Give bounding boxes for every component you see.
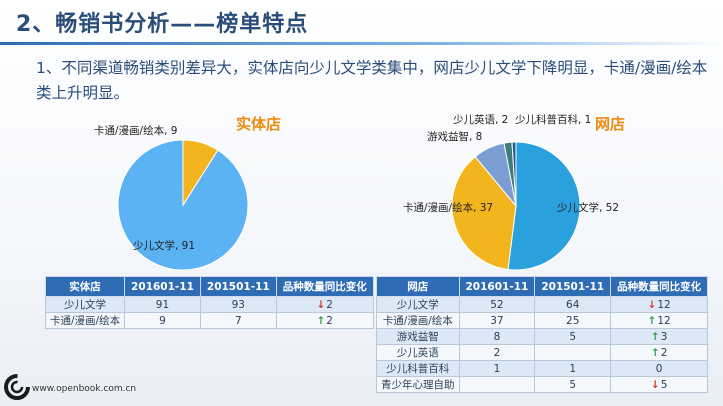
table-cell-v2015: 64 [534,296,612,313]
online-pie-svg [451,141,581,271]
col-header: 品种数量同比变化 [275,276,374,297]
footer-url: www.openbook.com.cn [32,384,137,394]
arrow-down-icon: ↓ [650,378,660,391]
table-row: 青少年心理自助 5 ↓5 [376,376,709,393]
change-value: 2 [326,314,333,327]
store-chart-title: 实体店 [236,115,282,133]
arrow-up-icon: ↑ [316,314,326,327]
table-cell-v2015: 1 [534,360,612,377]
slide-subtitle: 1、不同渠道畅销类别差异大，实体店向少儿文学类集中，网店少儿文学下降明显，卡通/… [36,59,708,102]
store-pie-chart [117,139,249,271]
table-cell-v2015: 5 [534,376,612,393]
col-header: 201601-11 [458,276,536,297]
online-slice-label-children-lit: 少儿文学, 52 [557,202,620,214]
table-cell-v2015: 7 [199,312,277,329]
title-divider [0,42,723,45]
col-header: 网店 [376,276,460,297]
table-cell-v2016: 8 [458,328,536,345]
table-row: 卡通/漫画/绘本 9 7 ↑2 [44,312,374,329]
change-value: 12 [657,298,671,311]
online-table-header: 网店 201601-11 201501-11 品种数量同比变化 [376,276,709,297]
store-slice-label-cartoon: 卡通/漫画/绘本, 9 [94,125,178,137]
table-cell-v2016: 91 [124,296,201,313]
table-cell-v2016: 2 [458,344,536,361]
arrow-down-icon: ↓ [316,298,326,311]
arrow-down-icon: ↓ [647,298,657,311]
store-pie-svg [117,139,249,271]
table-cell-name: 少儿科普百科 [376,360,460,377]
table-row: 少儿科普百科 1 1 0 [376,360,709,377]
table-row: 游戏益智 8 5 ↑3 [376,328,709,345]
online-pie-chart [451,141,581,271]
online-pie-slice-1 [451,155,517,271]
change-value: 2 [326,298,333,311]
online-slice-label-english: 少儿英语, 2 [453,114,509,126]
col-header: 201501-11 [199,276,277,297]
table-cell-v2015: 93 [199,296,277,313]
table-cell-v2016 [458,376,536,393]
table-row: 少儿文学 52 64 ↓12 [376,296,709,313]
table-cell-v2016: 1 [458,360,536,377]
table-cell-v2016: 9 [124,312,201,329]
table-cell-name: 青少年心理自助 [376,376,460,393]
arrow-up-icon: ↑ [647,314,657,327]
col-header: 201601-11 [124,276,201,297]
table-cell-name: 卡通/漫画/绘本 [376,312,460,329]
table-cell-name: 少儿文学 [376,296,460,313]
table-cell-name: 少儿英语 [376,344,460,361]
table-cell-v2015: 5 [534,328,612,345]
table-cell-change: ↓12 [610,296,709,313]
online-pie-slice-0 [507,141,581,271]
arrow-up-icon: ↑ [650,346,660,359]
store-table-header: 实体店 201601-11 201501-11 品种数量同比变化 [44,276,374,297]
arrow-up-icon: ↑ [650,330,660,343]
table-row: 少儿英语 2 ↑2 [376,344,709,361]
table-cell-name: 游戏益智 [376,328,460,345]
table-cell-change: ↑12 [610,312,709,329]
table-cell-v2016: 52 [458,296,536,313]
change-value: 3 [660,330,668,343]
change-value: 0 [655,362,663,375]
col-header: 实体店 [44,276,126,297]
table-row: 少儿文学 91 93 ↓2 [44,296,374,313]
change-value: 12 [657,314,671,327]
slide-title: 2、畅销书分析——榜单特点 [16,12,309,37]
openbook-logo [4,374,30,400]
col-header: 品种数量同比变化 [610,276,709,297]
table-row: 卡通/漫画/绘本 37 25 ↑12 [376,312,709,329]
table-cell-v2016: 37 [458,312,536,329]
online-chart-title: 网店 [595,115,626,133]
online-slice-label-science: 少儿科普百科, 1 [515,114,592,126]
table-cell-change: ↓2 [275,296,374,313]
table-cell-v2015 [534,344,612,361]
online-pie-slice-4 [511,141,517,207]
table-cell-name: 卡通/漫画/绘本 [44,312,126,329]
table-cell-change: ↑3 [610,328,709,345]
store-slice-label-children-lit: 少儿文学, 91 [133,240,196,252]
table-cell-name: 少儿文学 [44,296,126,313]
online-slice-label-cartoon: 卡通/漫画/绘本, 37 [403,202,494,214]
col-header: 201501-11 [534,276,612,297]
change-value: 5 [660,378,668,391]
store-table: 实体店 201601-11 201501-11 品种数量同比变化 少儿文学 91 9… [44,276,374,329]
table-cell-change: ↑2 [610,344,709,361]
table-cell-change: ↓5 [610,376,709,393]
table-cell-change: ↑2 [275,312,374,329]
online-slice-label-games: 游戏益智, 8 [427,131,483,143]
change-value: 2 [660,346,668,359]
store-pie-slice-1 [182,139,219,207]
online-table: 网店 201601-11 201501-11 品种数量同比变化 少儿文学 52 64… [376,276,709,393]
table-cell-v2015: 25 [534,312,612,329]
table-cell-change: 0 [610,360,709,377]
